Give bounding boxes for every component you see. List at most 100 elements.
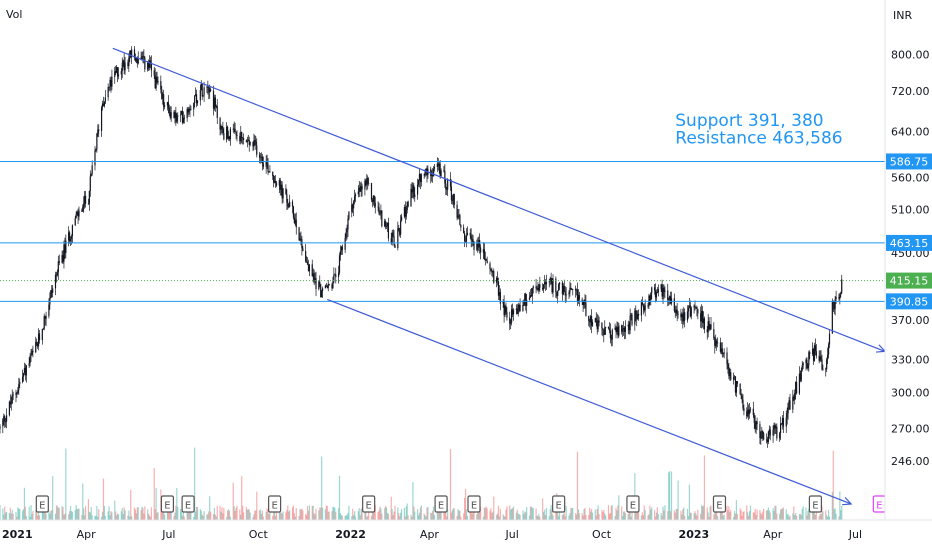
candle-body	[109, 79, 111, 87]
volume-bar	[838, 516, 840, 520]
earnings-marker-label: E	[876, 501, 882, 512]
candle-body	[752, 408, 754, 416]
volume-bar	[45, 513, 47, 520]
candle-body	[582, 301, 584, 305]
candle-body	[446, 189, 448, 190]
volume-bar	[278, 505, 280, 520]
candle-body	[456, 204, 458, 218]
volume-bar	[407, 515, 409, 520]
candle-body	[440, 170, 442, 176]
volume-bar	[202, 515, 204, 520]
candle-body	[643, 307, 645, 311]
candle-body	[684, 312, 686, 321]
candle-body	[346, 229, 348, 233]
volume-bar	[615, 507, 617, 520]
candle-body	[581, 299, 583, 302]
candle-body	[246, 140, 248, 143]
candle-body	[569, 287, 571, 293]
volume-indicator-label[interactable]: Vol	[6, 8, 22, 21]
volume-bar	[174, 512, 176, 520]
candle-body	[831, 301, 833, 334]
volume-bar	[0, 505, 1, 520]
candle-body	[492, 271, 494, 273]
candle-body	[510, 322, 512, 324]
volume-bar	[400, 512, 402, 520]
candle-body	[477, 243, 479, 248]
earnings-marker-box	[268, 495, 282, 513]
candle-body	[621, 325, 623, 332]
candle-body	[385, 221, 387, 227]
volume-bar	[622, 511, 625, 520]
candle-body	[209, 89, 211, 93]
candle-body	[2, 419, 4, 427]
volume-bar	[163, 514, 166, 520]
time-scale-labels: 2021 Apr Jul Oct 2022 Apr Jul Oct 2023 Apr Jul	[2, 528, 862, 541]
candle-body	[127, 62, 129, 66]
volume-bar	[414, 511, 416, 520]
volume-bar	[406, 503, 408, 520]
candle-body	[602, 328, 604, 331]
volume-bar	[489, 510, 491, 520]
volume-bar	[720, 512, 722, 520]
volume-bar	[820, 514, 822, 520]
candle-body	[399, 228, 401, 235]
candle-body	[557, 290, 559, 296]
volume-bar	[149, 516, 152, 520]
candle-body	[193, 102, 195, 110]
volume-bar	[706, 507, 708, 520]
volume-bar	[436, 505, 438, 520]
candle-body	[841, 279, 843, 293]
volume-bar	[452, 508, 454, 520]
candle-body	[798, 373, 801, 394]
candle-body	[748, 409, 751, 414]
volume-bar	[617, 505, 619, 520]
candle-body	[776, 426, 778, 439]
candle-body	[413, 185, 415, 198]
volume-bar	[344, 515, 346, 520]
candle-body	[723, 352, 725, 354]
volume-bar	[813, 506, 816, 520]
candle-body	[458, 215, 460, 217]
candle-body	[713, 328, 715, 339]
volume-bar	[88, 511, 90, 520]
volume-bar	[506, 506, 508, 520]
candle-body	[629, 315, 631, 331]
candle-body	[675, 309, 677, 313]
candle-body	[98, 129, 100, 131]
candle-body	[811, 349, 814, 354]
candle-body	[390, 238, 392, 243]
candle-body	[333, 274, 335, 282]
candle-body	[417, 180, 420, 185]
volume-bar	[792, 513, 794, 520]
volume-bar	[153, 468, 155, 520]
candle-body	[366, 178, 368, 185]
candle-body	[253, 140, 255, 147]
candle-body	[617, 327, 619, 336]
volume-bar	[170, 505, 172, 520]
candle-body	[175, 112, 177, 122]
volume-bar	[287, 505, 289, 520]
candle-body	[378, 207, 380, 214]
candle-body	[780, 423, 782, 434]
candle-body	[249, 141, 251, 145]
candle-body	[537, 287, 539, 291]
volume-bar	[727, 510, 729, 520]
candle-body	[58, 261, 60, 263]
volume-bar	[743, 511, 745, 520]
volume-bar	[109, 515, 111, 520]
volume-bar	[260, 513, 263, 520]
volume-bar	[763, 508, 765, 520]
price-tag-box	[886, 272, 932, 289]
candle-body	[391, 232, 393, 243]
time-tick-label: Jul	[161, 528, 175, 541]
volume-bar	[180, 511, 183, 520]
candle-body	[511, 309, 514, 315]
candle-body	[516, 308, 518, 314]
volume-bar	[741, 515, 743, 520]
volume-bar	[8, 513, 11, 520]
candle-body	[161, 89, 163, 99]
candle-body	[495, 277, 498, 283]
earnings-marker: E	[362, 495, 376, 513]
volume-bar	[227, 509, 230, 520]
